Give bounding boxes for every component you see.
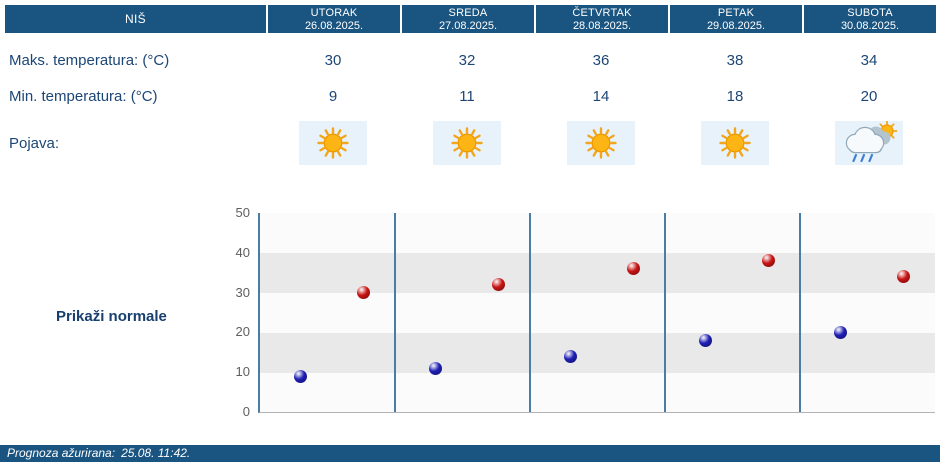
max-temp-label: Maks. temperatura: (°C) (9, 51, 170, 69)
min-temp-dot (429, 361, 442, 375)
sun-icon (451, 127, 483, 159)
y-tick-label: 40 (235, 244, 250, 260)
phenomenon-label: Pojava: (9, 134, 60, 152)
weather-icon-cell (299, 121, 367, 165)
update-timestamp: 25.08. 11:42. (121, 446, 191, 460)
update-label: Prognoza ažurirana: (7, 446, 116, 460)
y-axis-labels: 0 10 20 30 40 50 (0, 205, 250, 419)
sun-icon (317, 127, 349, 159)
day-separator-line (529, 213, 531, 412)
weather-icon-cell (567, 121, 635, 165)
min-temp-value: 14 (592, 87, 610, 105)
weather-icon-cell (701, 121, 769, 165)
min-temp-value: 18 (726, 87, 744, 105)
day-name: ČETVRTAK (572, 7, 632, 19)
weather-icon-cell (433, 121, 501, 165)
min-temp-dot (564, 349, 577, 363)
max-temp-dot (627, 262, 641, 276)
day-separator-line (664, 213, 666, 412)
day-name: SUBOTA (847, 7, 893, 19)
day-header-petak: PETAK 29.08.2025. (668, 5, 802, 33)
min-temp-dot (294, 369, 307, 383)
day-header-subota: SUBOTA 30.08.2025. (802, 5, 936, 33)
phenomenon-row: Pojava: (5, 119, 936, 167)
max-temp-value: 30 (324, 51, 342, 69)
day-date: 27.08.2025. (438, 20, 498, 32)
day-date: 28.08.2025. (572, 20, 632, 32)
day-header-cetvrtak: ČETVRTAK 28.08.2025. (534, 5, 668, 33)
day-header-sreda: SREDA 27.08.2025. (400, 5, 534, 33)
sun-clouds-rain-icon (845, 121, 898, 163)
min-temp-dot (834, 325, 847, 339)
min-temp-value: 11 (459, 87, 475, 105)
day-date: 30.08.2025. (840, 20, 900, 32)
max-temp-dot (762, 254, 776, 268)
min-temp-row: Min. temperatura: (°C) 9 11 14 18 20 (5, 83, 936, 109)
update-status-bar: Prognoza ažurirana: 25.08. 11:42. (0, 445, 940, 462)
y-tick-label: 20 (235, 324, 250, 340)
min-temp-value: 20 (860, 87, 878, 105)
sun-icon (719, 127, 751, 159)
y-tick-label: 10 (235, 364, 250, 380)
min-temp-value: 9 (328, 87, 338, 105)
city-header: NIŠ (5, 5, 266, 33)
min-temp-label: Min. temperatura: (°C) (9, 87, 158, 105)
max-temp-dot (492, 278, 506, 292)
day-name: SREDA (448, 7, 488, 19)
max-temp-dot (897, 270, 911, 284)
day-date: 29.08.2025. (706, 20, 766, 32)
sun-icon (585, 127, 617, 159)
temperature-chart-plot (258, 213, 935, 413)
max-temp-value: 32 (458, 51, 476, 69)
y-tick-label: 50 (235, 205, 250, 220)
day-header-utorak: UTORAK 26.08.2025. (266, 5, 400, 33)
day-separator-line (799, 213, 801, 412)
day-name: UTORAK (310, 7, 358, 19)
day-separator-line (394, 213, 396, 412)
max-temp-value: 36 (592, 51, 610, 69)
y-tick-label: 30 (235, 284, 250, 300)
day-date: 26.08.2025. (304, 20, 364, 32)
max-temp-row: Maks. temperatura: (°C) 30 32 36 38 34 (5, 47, 936, 73)
max-temp-value: 34 (860, 51, 878, 69)
weather-icon-cell (835, 121, 903, 165)
min-temp-dot (699, 333, 712, 347)
y-tick-label: 0 (242, 404, 250, 419)
max-temp-value: 38 (726, 51, 744, 69)
day-name: PETAK (717, 7, 755, 19)
max-temp-dot (357, 286, 371, 300)
show-normals-button[interactable]: Prikaži normale (56, 308, 167, 325)
forecast-header-row: NIŠ UTORAK 26.08.2025. SREDA 27.08.2025.… (5, 5, 936, 33)
